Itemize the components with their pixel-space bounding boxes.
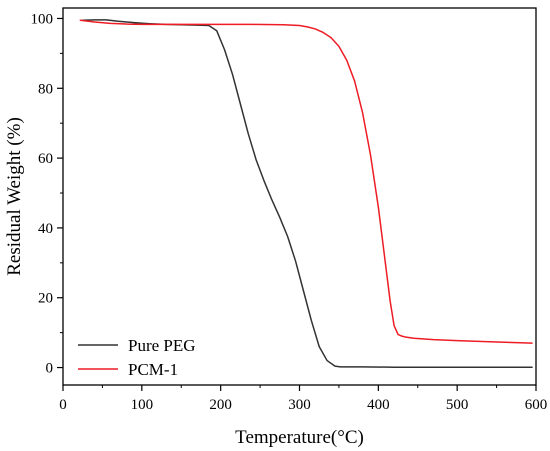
x-tick-label: 100 — [131, 397, 154, 413]
x-axis-title: Temperature(°C) — [235, 427, 364, 448]
legend: Pure PEG PCM-1 — [78, 336, 196, 379]
y-tick-label: 20 — [38, 291, 53, 307]
x-axis: 0 100 200 300 400 500 600 — [59, 385, 547, 413]
y-axis-title: Residual Weight (%) — [4, 117, 25, 276]
y-tick-label: 0 — [46, 361, 54, 377]
series-line-1 — [79, 19, 533, 344]
legend-label-0: Pure PEG — [128, 336, 196, 355]
x-tick-label: 600 — [525, 397, 548, 413]
plot-marks — [79, 19, 533, 368]
x-tick-label: 0 — [59, 397, 67, 413]
x-tick-label: 400 — [367, 397, 390, 413]
y-tick-label: 60 — [38, 151, 53, 167]
x-tick-label: 200 — [209, 397, 232, 413]
y-tick-label: 40 — [38, 221, 53, 237]
series-line-0 — [81, 19, 533, 368]
y-axis: 0 20 40 60 80 100 — [31, 11, 63, 377]
x-tick-label: 300 — [288, 397, 311, 413]
y-tick-label: 80 — [38, 81, 53, 97]
plot-frame — [62, 7, 537, 386]
legend-label-1: PCM-1 — [128, 360, 178, 379]
x-tick-label: 500 — [446, 397, 469, 413]
y-tick-label: 100 — [31, 11, 54, 27]
